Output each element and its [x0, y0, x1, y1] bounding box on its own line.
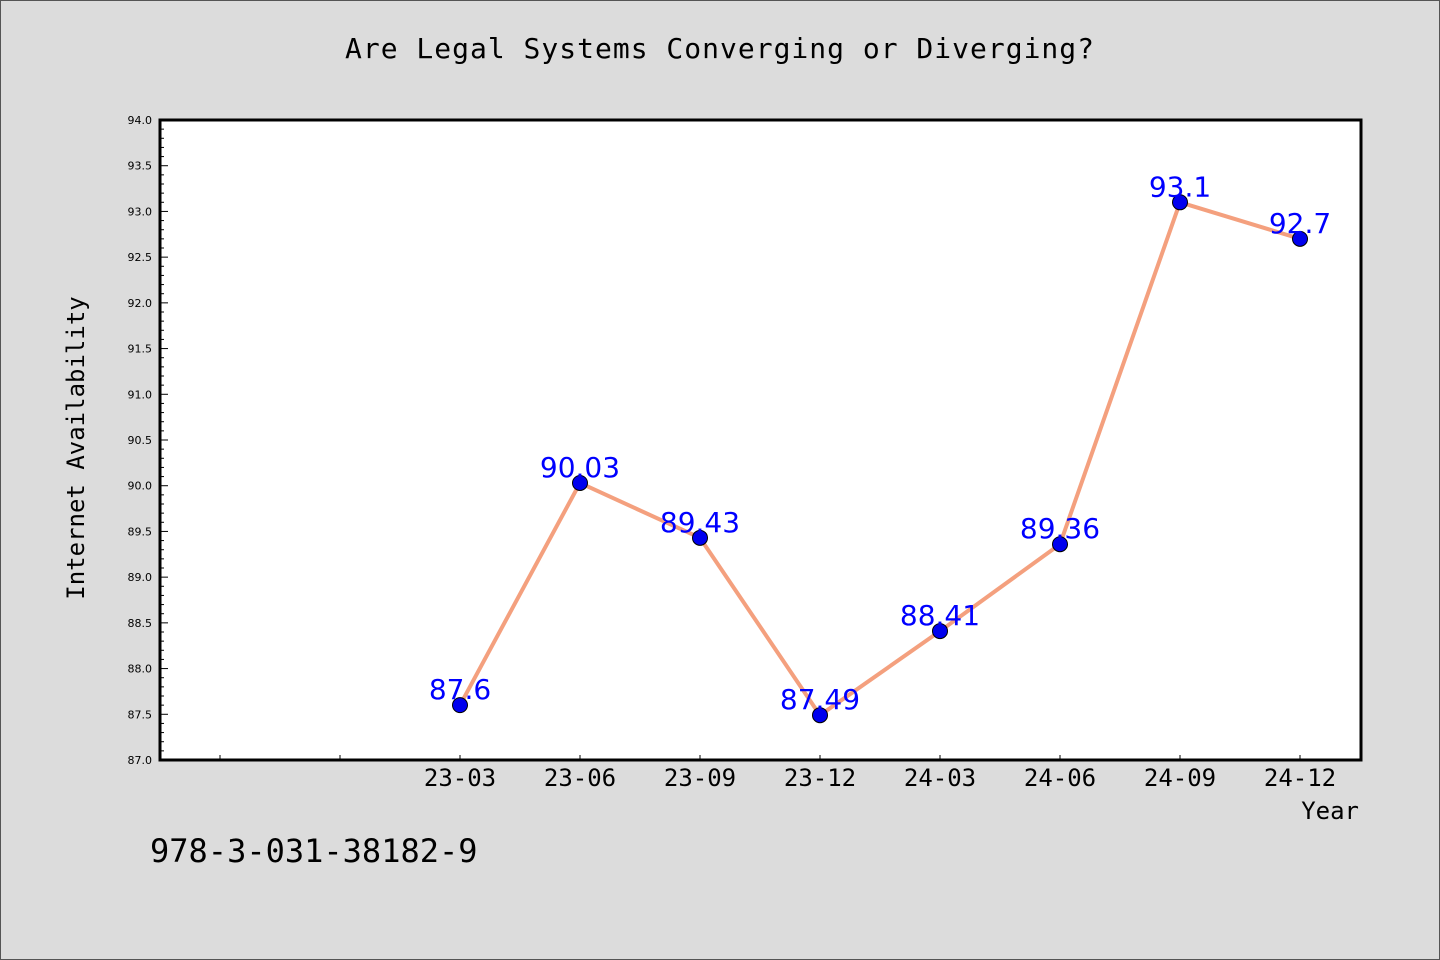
x-tick-label: 23-12 — [784, 764, 856, 792]
data-point — [1172, 194, 1188, 211]
data-point — [1292, 230, 1308, 247]
data-point — [692, 529, 708, 546]
y-axis-label: Internet Availability — [62, 296, 90, 599]
plot-area — [158, 118, 1363, 762]
data-point-label: 92.7 — [1269, 207, 1331, 240]
chart-title: Are Legal Systems Converging or Divergin… — [344, 32, 1095, 65]
data-point — [812, 707, 828, 724]
x-tick-label: 23-03 — [424, 764, 496, 792]
data-point-label: 87.49 — [780, 683, 860, 716]
y-tick-label: 91.5 — [128, 343, 153, 356]
y-tick-label: 90.5 — [128, 434, 153, 447]
data-point-label: 93.1 — [1149, 170, 1211, 203]
y-tick-label: 94.0 — [128, 114, 153, 127]
series-markers — [452, 194, 1308, 724]
data-point-label: 90.03 — [540, 451, 620, 484]
x-tick-label: 24-12 — [1264, 764, 1336, 792]
y-tick-label: 87.0 — [128, 754, 153, 767]
x-tick-label: 24-09 — [1144, 764, 1216, 792]
y-tick-label: 88.5 — [128, 617, 153, 630]
y-tick-label: 90.0 — [128, 480, 153, 493]
data-point-label: 89.43 — [660, 506, 740, 539]
x-tick-label: 24-06 — [1024, 764, 1096, 792]
data-point — [1052, 536, 1068, 553]
y-tick-label: 88.0 — [128, 663, 153, 676]
x-tick-label: 23-06 — [544, 764, 616, 792]
y-axis: 87.0 87.5 88.0 88.5 89.0 89.5 90.0 90.5 91.0 91.5… — [128, 114, 168, 767]
x-axis: 23-03 23-06 23-09 23-12 24-03 24-06 24-09 24-12 — [219, 755, 1336, 792]
y-tick-label: 92.5 — [128, 251, 153, 264]
data-point-label: 87.6 — [429, 673, 491, 706]
y-tick-label: 92.0 — [128, 297, 153, 310]
y-tick-label: 91.0 — [128, 388, 153, 401]
data-labels: 87.6 90.03 89.43 87.49 88.41 89.36 93.1 92.7 — [429, 170, 1331, 716]
y-tick-label: 87.5 — [128, 708, 153, 721]
x-tick-label: 23-09 — [664, 764, 736, 792]
data-point — [572, 474, 588, 491]
series-line — [458, 200, 1301, 718]
y-tick-label: 93.5 — [128, 160, 153, 173]
x-axis-label: Year — [1301, 797, 1359, 825]
footer-id: 978-3-031-38182-9 — [150, 832, 478, 870]
y-tick-label: 89.0 — [128, 571, 153, 584]
data-point-label: 89.36 — [1020, 512, 1100, 545]
y-tick-label: 89.5 — [128, 525, 153, 538]
x-tick-label: 24-03 — [904, 764, 976, 792]
y-tick-label: 93.0 — [128, 205, 153, 218]
data-point-label: 88.41 — [900, 599, 980, 632]
data-point — [932, 623, 948, 640]
data-point — [452, 697, 468, 714]
